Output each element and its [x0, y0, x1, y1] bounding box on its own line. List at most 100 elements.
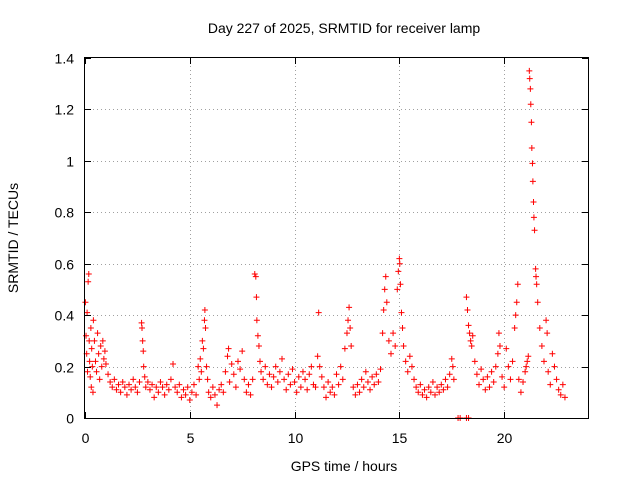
data-point [503, 345, 510, 352]
data-point [315, 309, 322, 316]
data-point [411, 376, 418, 383]
data-point [549, 350, 556, 357]
x-tick-label: 0 [82, 430, 90, 446]
data-point [540, 358, 547, 365]
data-point [533, 273, 540, 280]
data-point [203, 363, 210, 370]
data-point [139, 337, 146, 344]
data-point [241, 376, 248, 383]
data-point [528, 119, 535, 126]
data-point [346, 304, 353, 311]
data-point [482, 386, 489, 393]
data-point [184, 384, 191, 391]
data-point [266, 371, 273, 378]
data-point [253, 317, 260, 324]
data-point [471, 358, 478, 365]
data-points [82, 67, 568, 421]
data-point [86, 358, 93, 365]
data-point [561, 394, 568, 401]
data-point [490, 379, 497, 385]
data-point [306, 371, 313, 378]
data-point [92, 358, 99, 365]
data-point [258, 368, 265, 375]
data-point [163, 381, 170, 388]
data-point [495, 330, 502, 337]
data-point [530, 199, 537, 205]
data-point [524, 358, 531, 365]
data-point [211, 391, 218, 398]
data-point [224, 353, 231, 360]
data-point [202, 325, 209, 331]
data-point [283, 386, 290, 393]
data-point [382, 273, 389, 280]
data-point [320, 384, 327, 391]
data-point [304, 386, 311, 393]
data-point [468, 343, 475, 349]
data-point [228, 361, 235, 367]
data-point [136, 379, 143, 385]
data-point [327, 389, 334, 396]
data-point [511, 325, 518, 331]
data-point [329, 384, 336, 391]
data-point [449, 363, 456, 370]
data-point [377, 366, 384, 373]
data-point [469, 332, 476, 339]
data-point [159, 384, 166, 391]
data-point [527, 85, 534, 92]
data-point [486, 384, 493, 391]
data-point [130, 376, 137, 383]
data-point [429, 379, 436, 385]
data-point [87, 325, 94, 331]
data-point [381, 286, 388, 293]
y-axis-label: SRMTID / TECUs [5, 183, 21, 293]
data-point [287, 381, 294, 388]
data-point [270, 373, 277, 380]
data-point [190, 381, 197, 388]
data-point [207, 394, 214, 401]
data-point [362, 368, 369, 375]
data-point [90, 317, 97, 324]
data-point [522, 368, 529, 375]
data-point [289, 366, 296, 373]
data-point [197, 355, 204, 362]
data-point [515, 376, 522, 383]
data-point [199, 337, 206, 344]
y-tick-label: 0.6 [55, 257, 75, 273]
data-point [172, 384, 179, 391]
data-point [383, 299, 390, 306]
data-point [209, 384, 216, 391]
data-point [538, 343, 545, 349]
data-point [448, 355, 455, 362]
data-point [142, 384, 149, 391]
data-point [466, 330, 473, 337]
data-point [347, 325, 354, 331]
data-point [126, 381, 133, 388]
data-point [525, 353, 532, 360]
data-point [335, 381, 342, 388]
data-point [427, 389, 434, 396]
data-point [496, 343, 503, 349]
data-point [201, 317, 208, 324]
data-point [96, 376, 103, 383]
data-point [232, 384, 239, 391]
data-point [105, 371, 112, 378]
data-point [333, 371, 340, 378]
data-point [182, 391, 189, 398]
data-point [373, 371, 380, 378]
data-point [423, 394, 430, 401]
data-point [198, 368, 205, 375]
data-point [249, 376, 256, 383]
data-point [318, 373, 325, 380]
data-point [239, 348, 246, 355]
data-point [413, 384, 420, 391]
data-point [375, 379, 382, 385]
data-point [254, 332, 261, 339]
data-point [390, 330, 397, 337]
data-point [440, 386, 447, 393]
data-point [532, 265, 539, 272]
data-point [276, 368, 283, 375]
data-point [253, 294, 260, 301]
data-point [543, 317, 550, 324]
data-point [404, 368, 411, 375]
